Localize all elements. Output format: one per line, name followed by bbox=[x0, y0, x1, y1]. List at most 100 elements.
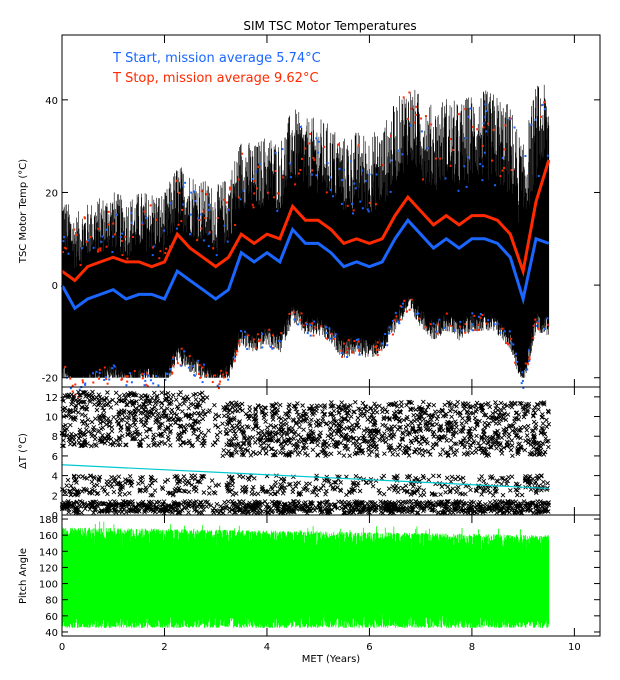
raw-sample-point bbox=[546, 317, 549, 320]
raw-sample-point bbox=[361, 207, 364, 210]
raw-sample-point bbox=[509, 117, 512, 120]
raw-sample-point bbox=[98, 377, 101, 380]
raw-sample-point bbox=[501, 327, 504, 330]
raw-sample-point bbox=[503, 148, 506, 151]
raw-sample-point bbox=[471, 125, 474, 128]
raw-sample-point bbox=[98, 368, 101, 371]
raw-sample-point bbox=[146, 385, 149, 388]
y-tick-label: 4 bbox=[52, 472, 58, 483]
raw-sample-point bbox=[320, 325, 323, 328]
raw-sample-point bbox=[424, 115, 427, 117]
raw-sample-point bbox=[492, 128, 495, 131]
raw-sample-point bbox=[80, 247, 83, 250]
raw-sample-point bbox=[169, 202, 172, 205]
raw-sample-point bbox=[420, 117, 423, 120]
raw-sample-point bbox=[506, 342, 508, 345]
raw-sample-point bbox=[208, 231, 211, 234]
raw-sample-point bbox=[141, 222, 144, 225]
raw-sample-point bbox=[384, 333, 387, 335]
raw-sample-point bbox=[214, 374, 217, 377]
raw-sample-point bbox=[204, 217, 207, 219]
raw-sample-point bbox=[182, 185, 185, 188]
raw-sample-point bbox=[496, 322, 499, 325]
raw-sample-point bbox=[200, 227, 203, 230]
raw-sample-point bbox=[172, 356, 175, 359]
raw-sample-point bbox=[222, 373, 225, 376]
raw-sample-point bbox=[237, 196, 240, 199]
raw-sample-point bbox=[251, 203, 254, 206]
raw-sample-point bbox=[450, 324, 453, 327]
raw-sample-point bbox=[521, 371, 524, 374]
raw-sample-point bbox=[149, 204, 152, 207]
y-tick-label: 80 bbox=[45, 596, 58, 607]
raw-sample-point bbox=[157, 384, 160, 387]
raw-sample-point bbox=[340, 179, 343, 182]
legend-t-stop: T Stop, mission average 9.62°C bbox=[112, 71, 319, 86]
raw-sample-point bbox=[311, 322, 314, 325]
raw-sample-point bbox=[193, 190, 196, 193]
raw-sample-point bbox=[227, 378, 230, 381]
raw-sample-point bbox=[481, 165, 484, 168]
raw-sample-point bbox=[340, 349, 343, 352]
raw-sample-point bbox=[478, 323, 481, 326]
raw-sample-point bbox=[235, 353, 238, 356]
raw-sample-point bbox=[147, 374, 150, 377]
raw-sample-point bbox=[314, 326, 317, 329]
y-tick-label: 120 bbox=[39, 563, 58, 574]
raw-sample-point bbox=[355, 339, 358, 341]
raw-sample-point bbox=[544, 328, 546, 330]
raw-sample-point bbox=[165, 372, 168, 375]
raw-sample-point bbox=[225, 201, 228, 204]
raw-sample-point bbox=[479, 313, 482, 315]
raw-sample-point bbox=[198, 364, 201, 367]
raw-sample-point bbox=[466, 156, 469, 159]
raw-sample-point bbox=[436, 323, 439, 326]
raw-sample-point bbox=[543, 101, 546, 104]
raw-sample-point bbox=[151, 246, 154, 249]
raw-sample-point bbox=[367, 210, 370, 213]
raw-sample-point bbox=[180, 347, 183, 350]
raw-sample-point bbox=[190, 191, 193, 194]
raw-sample-point bbox=[252, 338, 255, 341]
y-tick-label: 140 bbox=[39, 547, 58, 558]
y-tick-label: 100 bbox=[39, 580, 58, 591]
raw-sample-point bbox=[205, 374, 208, 377]
raw-sample-point bbox=[169, 368, 172, 371]
raw-sample-point bbox=[63, 246, 66, 249]
raw-sample-point bbox=[540, 115, 542, 118]
raw-sample-point bbox=[417, 312, 420, 315]
raw-sample-point bbox=[337, 143, 339, 146]
raw-sample-point bbox=[351, 351, 354, 354]
raw-sample-point bbox=[524, 362, 527, 365]
raw-sample-point bbox=[410, 107, 413, 110]
raw-sample-point bbox=[381, 342, 384, 345]
x-axis-title: MET (Years) bbox=[302, 654, 361, 665]
raw-sample-point bbox=[430, 123, 433, 126]
raw-sample-point bbox=[532, 336, 535, 339]
raw-sample-point bbox=[345, 351, 348, 354]
raw-sample-point bbox=[126, 380, 129, 383]
raw-sample-point bbox=[521, 379, 524, 382]
raw-sample-point bbox=[537, 327, 540, 330]
pitch-angle-y-axis-title: Pitch Angle bbox=[18, 548, 29, 604]
raw-sample-point bbox=[351, 203, 353, 206]
raw-sample-point bbox=[487, 319, 490, 322]
raw-sample-point bbox=[504, 124, 507, 127]
raw-sample-point bbox=[520, 382, 523, 385]
raw-sample-point bbox=[288, 162, 291, 165]
raw-sample-point bbox=[309, 324, 312, 326]
raw-sample-point bbox=[360, 169, 363, 172]
raw-sample-point bbox=[254, 346, 257, 349]
raw-sample-point bbox=[353, 182, 356, 185]
raw-sample-point bbox=[486, 122, 489, 125]
raw-sample-point bbox=[223, 198, 226, 201]
delta-t-x-ticks bbox=[61, 387, 575, 515]
raw-sample-point bbox=[92, 246, 95, 249]
raw-sample-point bbox=[389, 190, 392, 193]
raw-sample-point bbox=[418, 317, 421, 320]
raw-sample-point bbox=[459, 320, 462, 323]
raw-sample-point bbox=[325, 191, 328, 194]
raw-sample-point bbox=[408, 91, 411, 94]
pitch-angle-x-ticks: 0 2 4 6 8 10 bbox=[59, 515, 581, 653]
